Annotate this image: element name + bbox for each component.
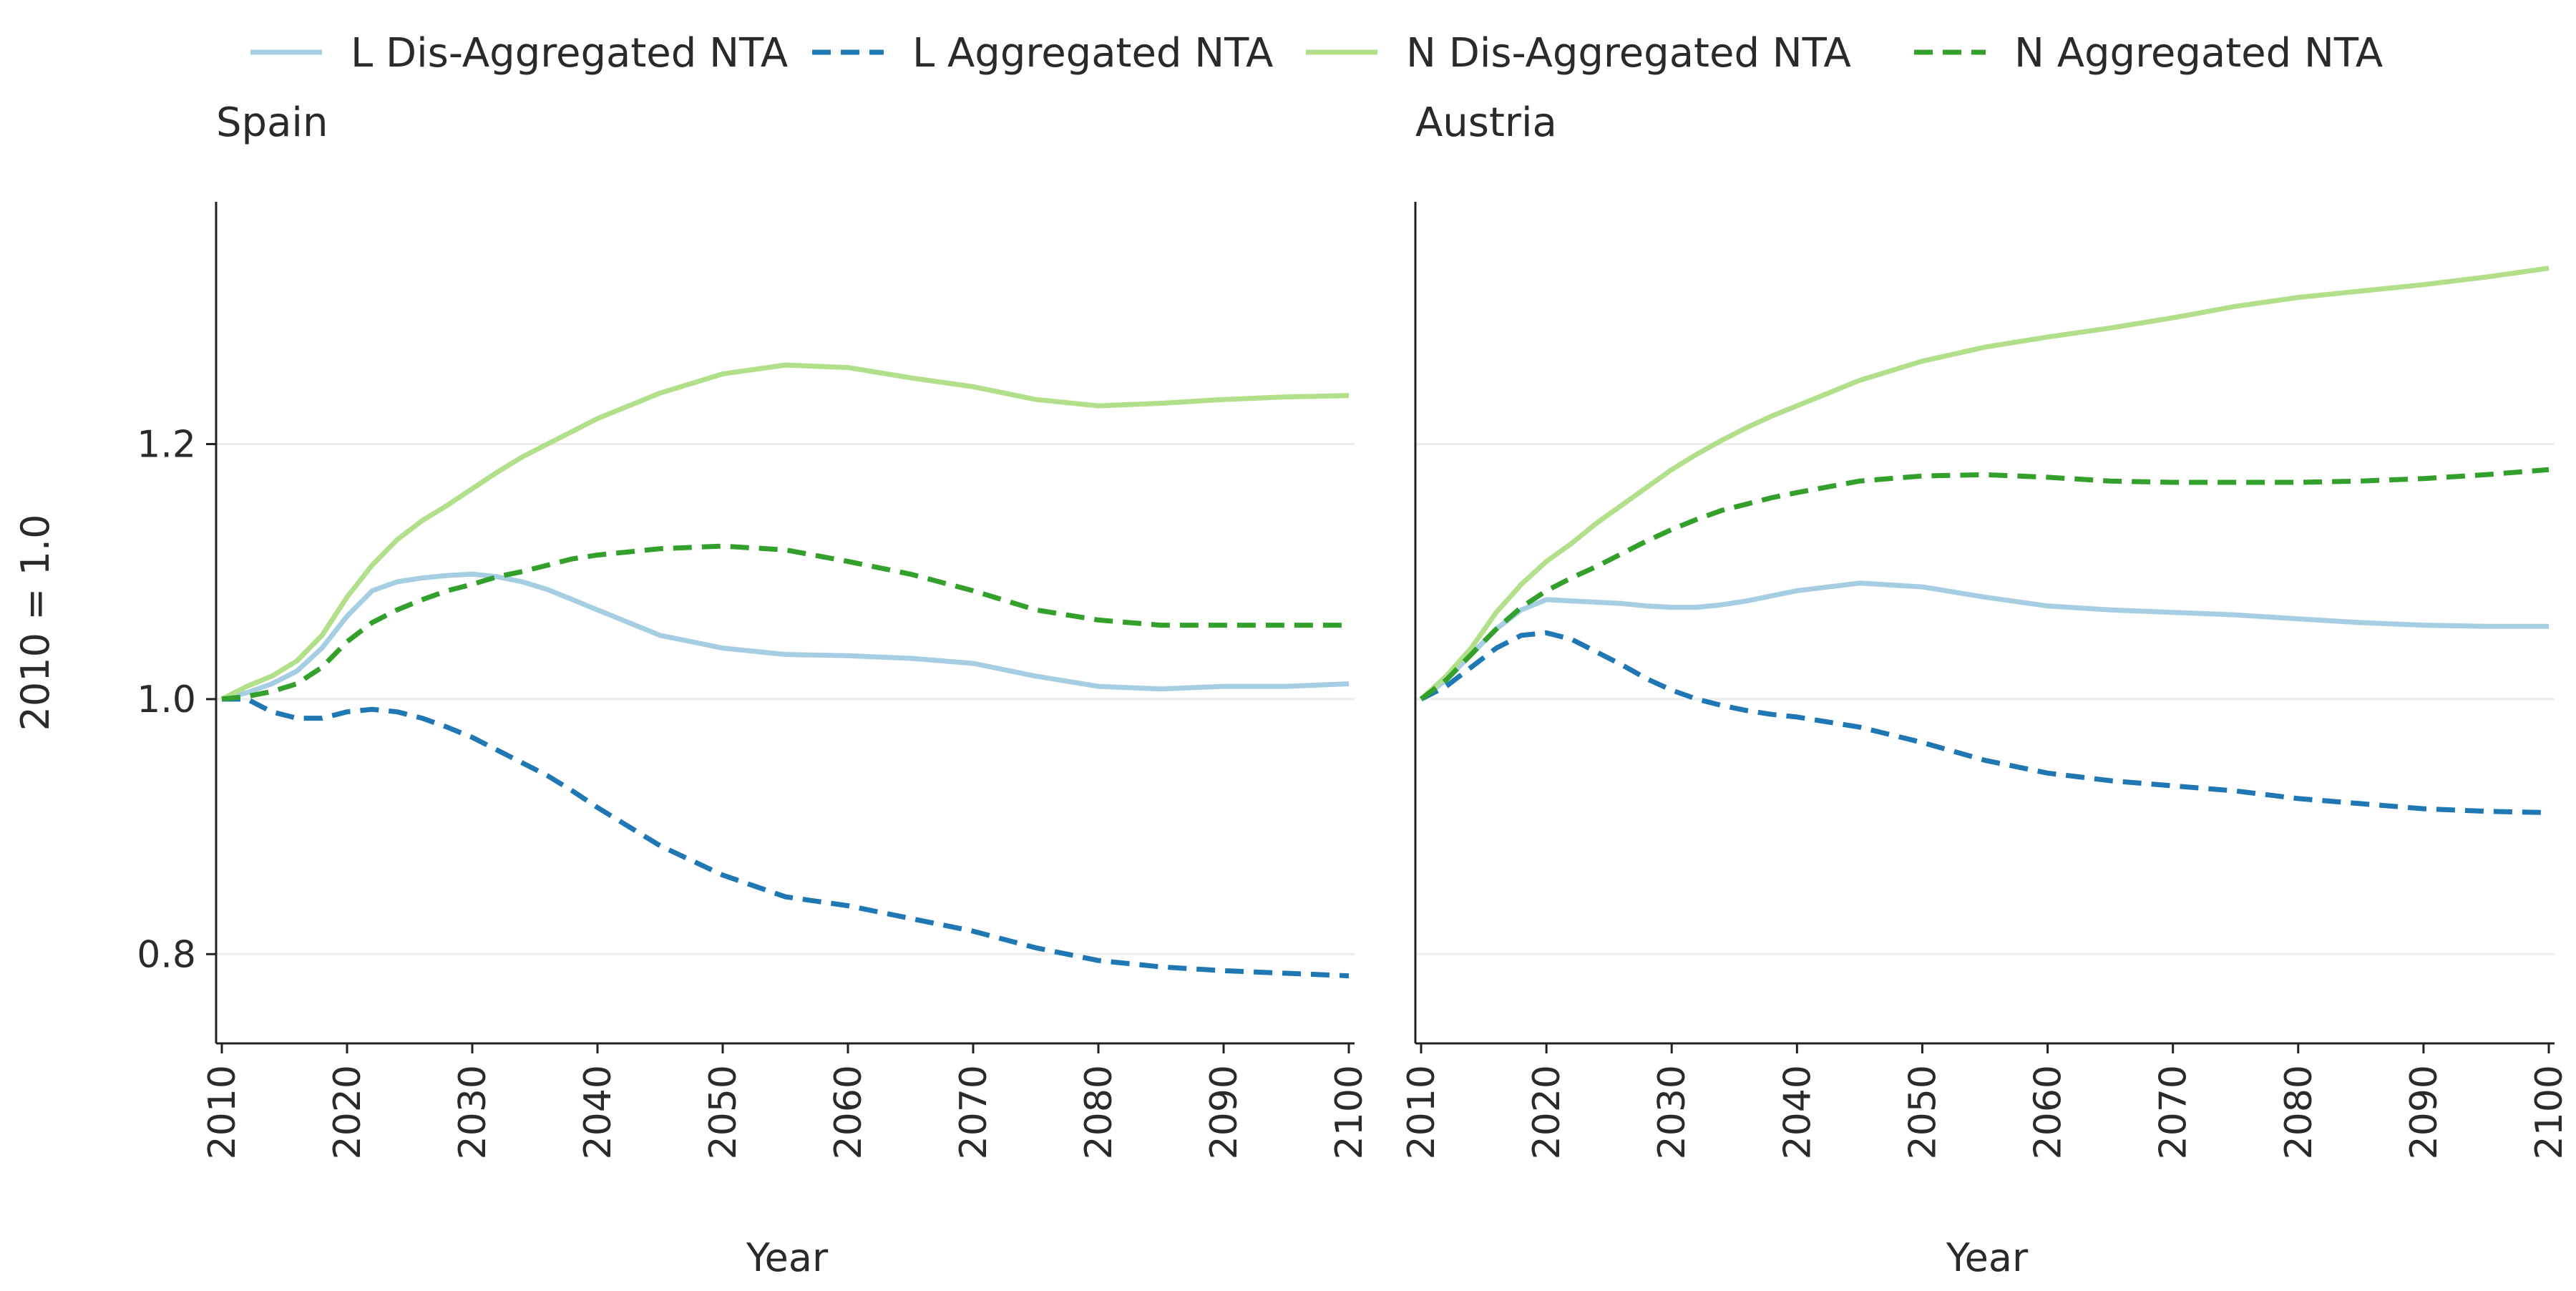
x-tick-label-spain-2010: 2010	[201, 1065, 244, 1159]
legend-label-n-dis-aggregated-nta: N Dis-Aggregated NTA	[1406, 30, 1851, 77]
x-axis-title-spain: Year	[746, 1235, 829, 1280]
series-line-spain-n-dis-aggregated-nta	[220, 362, 1350, 702]
y-tick-label-0-8: 0.8	[137, 933, 196, 976]
chart-panels: Spain 0.8 1.0 1.2 2010 2020 2030 2040 2050 2060 20…	[137, 99, 2571, 1159]
x-tick-label-austria-2010: 2010	[1400, 1065, 1443, 1159]
x-tick-label-spain-2080: 2080	[1078, 1065, 1121, 1159]
x-tick-label-austria-2070: 2070	[2152, 1065, 2195, 1159]
panel-title-spain: Spain	[216, 99, 328, 146]
legend-label-n-aggregated-nta: N Aggregated NTA	[2014, 30, 2383, 77]
series-line-austria-l-dis-aggregated-nta	[1419, 580, 2549, 701]
x-tick-label-spain-2070: 2070	[952, 1065, 995, 1159]
x-axis-title-austria: Year	[1946, 1235, 2029, 1280]
legend-item-l-dis-aggregated-nta: L Dis-Aggregated NTA	[250, 30, 788, 77]
x-tick-label-austria-2030: 2030	[1651, 1065, 1694, 1159]
x-tick-label-spain-2060: 2060	[827, 1065, 870, 1159]
series-line-spain-l-dis-aggregated-nta	[221, 571, 1350, 702]
panel-title-austria: Austria	[1415, 99, 1557, 146]
x-tick-label-austria-2020: 2020	[1526, 1065, 1568, 1159]
panel-austria: Austria 2010 2020 2030 2040 2050 2060 2070 2080 2…	[1400, 99, 2571, 1159]
axis-titles: 2010 = 1.0 Year Year	[13, 515, 2029, 1280]
x-tick-label-spain-2020: 2020	[326, 1065, 369, 1159]
x-tick-label-spain-2040: 2040	[577, 1065, 620, 1159]
x-tick-label-austria-2080: 2080	[2278, 1065, 2321, 1159]
x-tick-label-spain-2090: 2090	[1203, 1065, 1246, 1159]
y-axis-title: 2010 = 1.0	[13, 515, 58, 731]
x-tick-label-austria-2050: 2050	[1901, 1065, 1944, 1159]
x-tick-label-austria-2060: 2060	[2027, 1065, 2070, 1159]
legend-label-l-dis-aggregated-nta: L Dis-Aggregated NTA	[351, 30, 788, 77]
x-tick-label-spain-2100: 2100	[1328, 1065, 1371, 1159]
x-tick-label-spain-2030: 2030	[452, 1065, 494, 1159]
series-line-spain-n-aggregated-nta	[221, 543, 1349, 702]
y-tick-label-1-0: 1.0	[137, 678, 196, 721]
x-tick-label-austria-2040: 2040	[1776, 1065, 1819, 1159]
legend-label-l-aggregated-nta: L Aggregated NTA	[912, 30, 1273, 77]
legend-item-n-aggregated-nta: N Aggregated NTA	[1914, 30, 2383, 77]
x-tick-label-austria-2100: 2100	[2528, 1065, 2571, 1159]
legend-item-l-aggregated-nta: L Aggregated NTA	[812, 30, 1273, 77]
legend-item-n-dis-aggregated-nta: N Dis-Aggregated NTA	[1306, 30, 1851, 77]
series-line-austria-l-aggregated-nta	[1420, 630, 2550, 815]
series-line-spain-l-aggregated-nta	[222, 696, 1350, 979]
y-tick-label-1-2: 1.2	[137, 424, 196, 467]
x-tick-label-spain-2050: 2050	[702, 1065, 745, 1159]
series-line-austria-n-aggregated-nta	[1419, 467, 2550, 701]
series-line-austria-n-dis-aggregated-nta	[1419, 265, 2550, 701]
x-tick-label-austria-2090: 2090	[2403, 1065, 2446, 1159]
panel-spain: Spain 0.8 1.0 1.2 2010 2020 2030 2040 2050 2060 20…	[137, 99, 1371, 1159]
legend: L Dis-Aggregated NTA L Aggregated NTA N Di…	[250, 30, 2383, 77]
